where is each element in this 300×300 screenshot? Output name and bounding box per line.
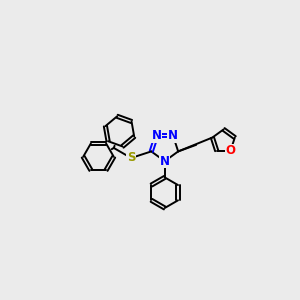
Text: N: N — [160, 155, 170, 168]
Text: S: S — [127, 152, 135, 164]
Text: N: N — [168, 129, 178, 142]
Text: N: N — [152, 129, 161, 142]
Text: O: O — [226, 144, 236, 157]
